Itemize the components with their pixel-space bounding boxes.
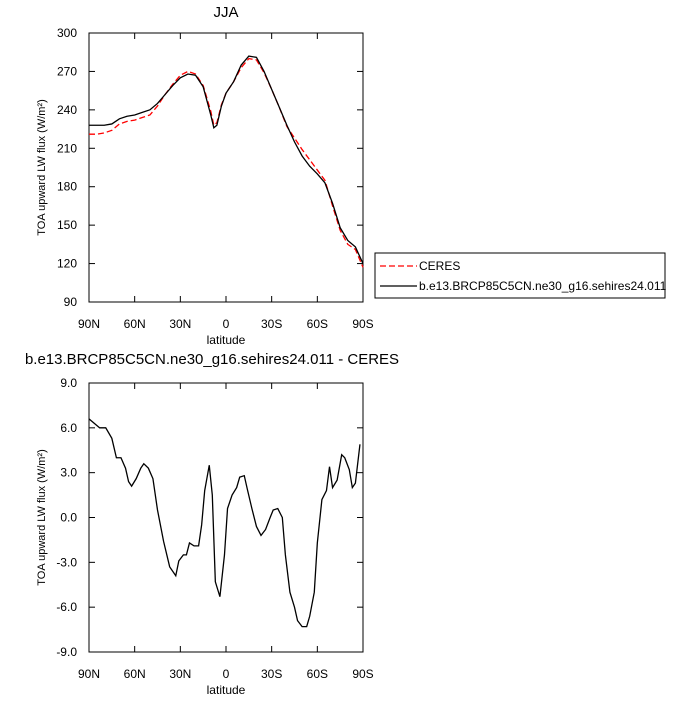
- x-tick-label: 30S: [261, 317, 282, 331]
- y-tick-label: 6.0: [60, 421, 77, 435]
- x-tick-label: 30S: [261, 667, 282, 681]
- x-tick-label: 60N: [124, 667, 146, 681]
- x-tick-label: 0: [223, 667, 230, 681]
- x-tick-label: 90N: [78, 667, 100, 681]
- y-axis-label: TOA upward LW flux (W/m²): [36, 449, 48, 586]
- y-axis-label: TOA upward LW flux (W/m²): [36, 99, 48, 236]
- y-tick-label: 3.0: [60, 466, 77, 480]
- x-tick-label: 90S: [352, 317, 373, 331]
- plot-frame: [88, 382, 364, 653]
- x-tick-label: 30N: [169, 317, 191, 331]
- data-line: [89, 57, 364, 268]
- legend-box: [374, 252, 666, 299]
- y-tick-label: 240: [57, 103, 77, 117]
- y-tick-label: 210: [57, 141, 77, 155]
- y-tick-label: -6.0: [56, 600, 77, 614]
- x-axis-label: latitude: [207, 683, 246, 697]
- y-tick-label: 9.0: [60, 376, 77, 390]
- y-tick-label: 150: [57, 218, 77, 232]
- x-tick-label: 60N: [124, 317, 146, 331]
- legend-label: b.e13.BRCP85C5CN.ne30_g16.sehires24.011: [419, 279, 667, 293]
- chart-title: b.e13.BRCP85C5CN.ne30_g16.sehires24.011 …: [25, 351, 399, 368]
- chart-title: JJA: [213, 4, 238, 21]
- y-tick-label: 0.0: [60, 511, 77, 525]
- data-line: [89, 55, 364, 264]
- x-axis-label: latitude: [207, 333, 246, 347]
- x-tick-label: 90S: [352, 667, 373, 681]
- data-line: [88, 418, 361, 628]
- plot-frame: [88, 32, 364, 303]
- x-tick-label: 0: [223, 317, 230, 331]
- y-tick-label: 180: [57, 180, 77, 194]
- x-tick-label: 60S: [307, 317, 328, 331]
- y-tick-label: 90: [64, 295, 78, 309]
- x-tick-label: 30N: [169, 667, 191, 681]
- legend-label: CERES: [419, 259, 460, 273]
- y-tick-label: 270: [57, 64, 77, 78]
- y-tick-label: 300: [57, 26, 77, 40]
- y-tick-label: -9.0: [56, 645, 77, 659]
- y-tick-label: 120: [57, 257, 77, 271]
- x-tick-label: 90N: [78, 317, 100, 331]
- y-tick-label: -3.0: [56, 555, 77, 569]
- x-tick-label: 60S: [307, 667, 328, 681]
